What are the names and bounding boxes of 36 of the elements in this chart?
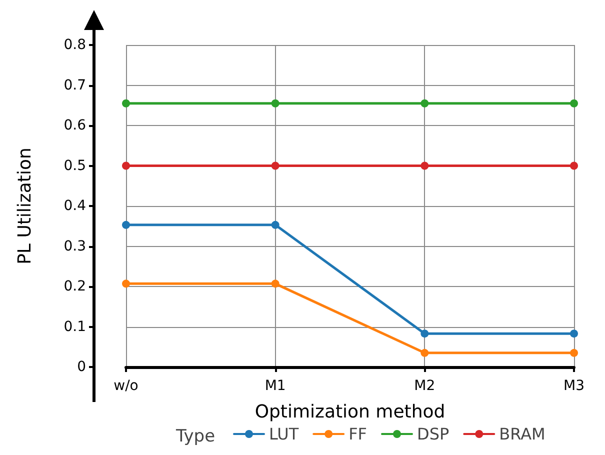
point [420,348,429,357]
point [122,162,130,170]
point [271,162,280,170]
point [570,330,578,338]
y-tick-label: 0.7 [64,77,86,94]
legend-title: Type [175,426,216,446]
y-tick-label: 0.8 [64,37,86,53]
x-tick-label: M2 [414,378,436,394]
x-tick-label: w/o [114,378,138,394]
point [122,280,130,288]
legend-label: FF [348,424,368,444]
point [122,99,130,108]
point [271,280,280,288]
y-axis-title: PL Utilization [14,148,36,264]
point [271,99,280,108]
y-tick-label: 0.5 [64,158,86,174]
y-tick-label: 0.3 [64,238,86,254]
y-tick-label: 0.4 [64,198,86,214]
point [271,220,280,229]
point [570,348,578,357]
legend-label: BRAM [499,424,546,444]
y-tick-label: 0 [77,359,86,375]
point [570,99,578,108]
y-tick-label: 0.6 [64,118,86,134]
point [420,330,429,338]
point [420,99,429,108]
y-tick-label: 0.2 [64,278,86,294]
x-axis-title: Optimization method [254,402,446,422]
x-tick-label: M3 [564,378,584,394]
x-tick-label: M1 [264,378,286,394]
y-tick-label: 0.1 [64,318,86,335]
legend-label: LUT [269,424,299,444]
point [122,220,130,229]
legend-label: DSP [417,424,450,444]
point [570,162,578,170]
point [420,162,429,170]
